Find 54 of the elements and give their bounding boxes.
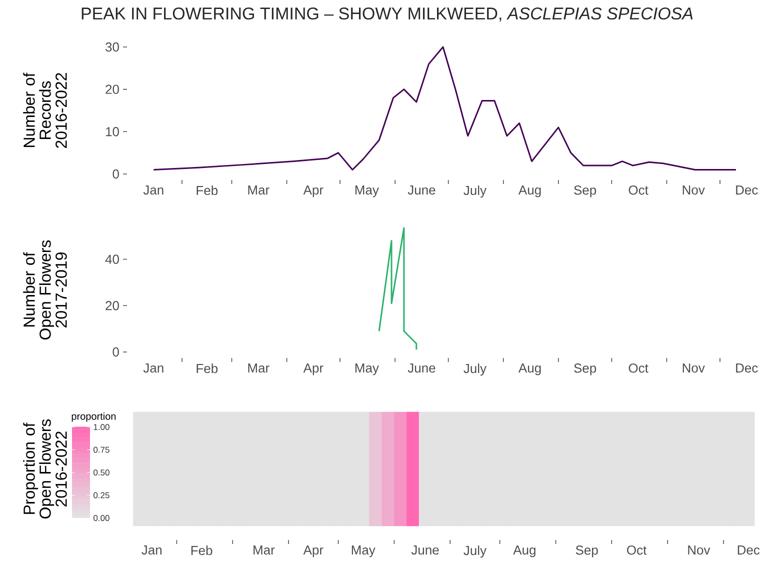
x-tick-label: June [408,364,436,373]
x-tick-label: July [464,546,486,558]
y-axis-title: Proportion of Open Flowers 2016-2022 [23,419,67,518]
x-tick-label: July [464,364,486,376]
y-tick-label: 30 [106,42,119,52]
color-bar-label: 0.25 [94,492,110,498]
x-tick-label: May [352,546,376,558]
x-tick-label: June [408,186,436,195]
color-bar-title: proportion [72,412,116,422]
x-tick-label: Oct [628,364,648,373]
x-tick-label: May [355,364,379,376]
x-tick-label: Sep [576,546,598,558]
line-series [378,227,418,350]
x-tick-label: Nov [688,546,710,555]
chart-title: PEAK IN FLOWERING TIMING – SHOWY MILKWEED, ASCLEPIAS SPECIOSA [82,8,693,22]
y-tick-label: 20 [106,301,119,310]
y-axis-title: Number of Open Flowers 2017-2019 [23,240,67,340]
x-tick-label: Nov [682,186,705,195]
x-tick-label: Nov [682,364,705,373]
x-tick-label: Oct [627,546,647,555]
color-bar-label: 0.75 [94,446,110,453]
color-bar-label: 1.00 [94,424,110,430]
color-bar-label: 0.50 [94,469,110,476]
x-tick-label: Feb [196,364,218,374]
x-tick-label: Feb [196,186,218,196]
x-tick-label: Aug [518,364,541,376]
y-tick-label: 10 [106,127,119,136]
y-axis-title: Number of Records 2016-2022 [23,72,67,148]
x-tick-label: Apr [303,364,324,376]
y-tick-label: 40 [105,254,119,264]
x-tick-label: Mar [254,546,275,555]
x-tick-label: June [411,546,439,555]
x-tick-label: Jan [143,186,164,195]
x-tick-label: Sep [574,364,596,376]
x-tick-label: Apr [303,546,324,558]
y-tick-label: 0 [112,169,119,179]
x-tick-label: Mar [248,364,270,373]
x-tick-label: Dec [736,364,758,373]
y-tick-label: 20 [106,84,119,94]
x-tick-label: May [355,186,379,198]
x-tick-label: Apr [303,186,324,198]
x-tick-label: July [464,186,486,198]
x-tick-label: Mar [248,186,270,195]
x-tick-label: Dec [738,546,760,555]
x-tick-label: Oct [628,186,648,195]
y-tick-label: 0 [112,347,119,357]
x-tick-label: Sep [574,186,596,198]
color-bar-label: 0.00 [94,514,110,522]
x-tick-label: Feb [191,546,212,556]
x-tick-label: Aug [518,186,541,198]
x-tick-label: Aug [513,546,536,558]
x-tick-label: Jan [142,546,162,555]
x-tick-label: Dec [736,186,758,195]
x-tick-label: Jan [143,364,164,373]
